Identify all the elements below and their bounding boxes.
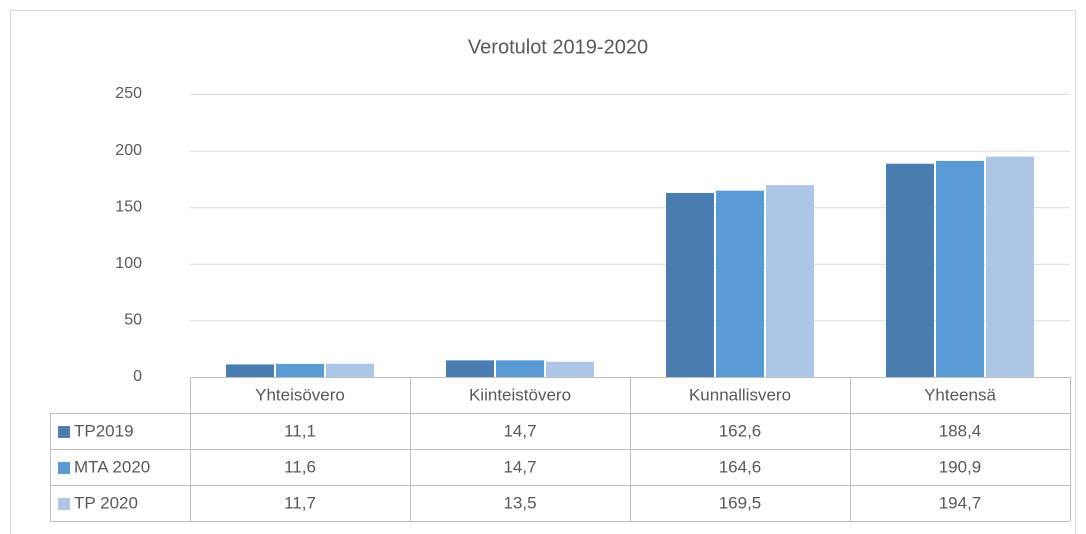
bar [276, 363, 324, 377]
table-value: 190,9 [939, 457, 982, 476]
bar [666, 192, 714, 377]
x-tick-label: Kunnallisvero [689, 385, 791, 404]
table-value: 11,6 [284, 457, 316, 476]
y-tick-label: 150 [115, 198, 142, 215]
legend-label: TP 2020 [74, 493, 138, 512]
table-value: 11,7 [284, 493, 316, 512]
table-value: 14,7 [503, 457, 536, 476]
bar [936, 160, 984, 377]
bar [496, 360, 544, 377]
y-tick-label: 0 [133, 368, 142, 385]
table-value: 13,5 [503, 493, 536, 512]
table-value: 14,7 [503, 421, 536, 440]
bar [716, 190, 764, 377]
legend-key [58, 426, 70, 438]
bar [226, 364, 274, 377]
x-tick-label: Kiinteistövero [469, 385, 571, 404]
table-value: 162,6 [719, 421, 762, 440]
x-tick-label: Yhteensä [924, 385, 996, 404]
y-tick-label: 100 [115, 255, 142, 272]
chart-title: Verotulot 2019-2020 [468, 36, 648, 58]
y-tick-label: 200 [115, 142, 142, 159]
legend-label: TP2019 [74, 421, 134, 440]
x-tick-label: Yhteisövero [255, 385, 345, 404]
y-tick-label: 50 [124, 312, 142, 329]
legend-label: MTA 2020 [74, 457, 150, 476]
bar [326, 363, 374, 377]
bar [986, 156, 1034, 377]
table-value: 194,7 [939, 493, 982, 512]
table-value: 11,1 [284, 421, 316, 440]
bar [446, 360, 494, 377]
table-value: 169,5 [719, 493, 762, 512]
y-tick-label: 250 [115, 85, 142, 102]
bar [546, 361, 594, 377]
legend-key [58, 462, 70, 474]
bar [766, 185, 814, 377]
table-value: 164,6 [719, 457, 762, 476]
table-value: 188,4 [939, 421, 982, 440]
bar [886, 163, 934, 377]
legend-key [58, 498, 70, 510]
